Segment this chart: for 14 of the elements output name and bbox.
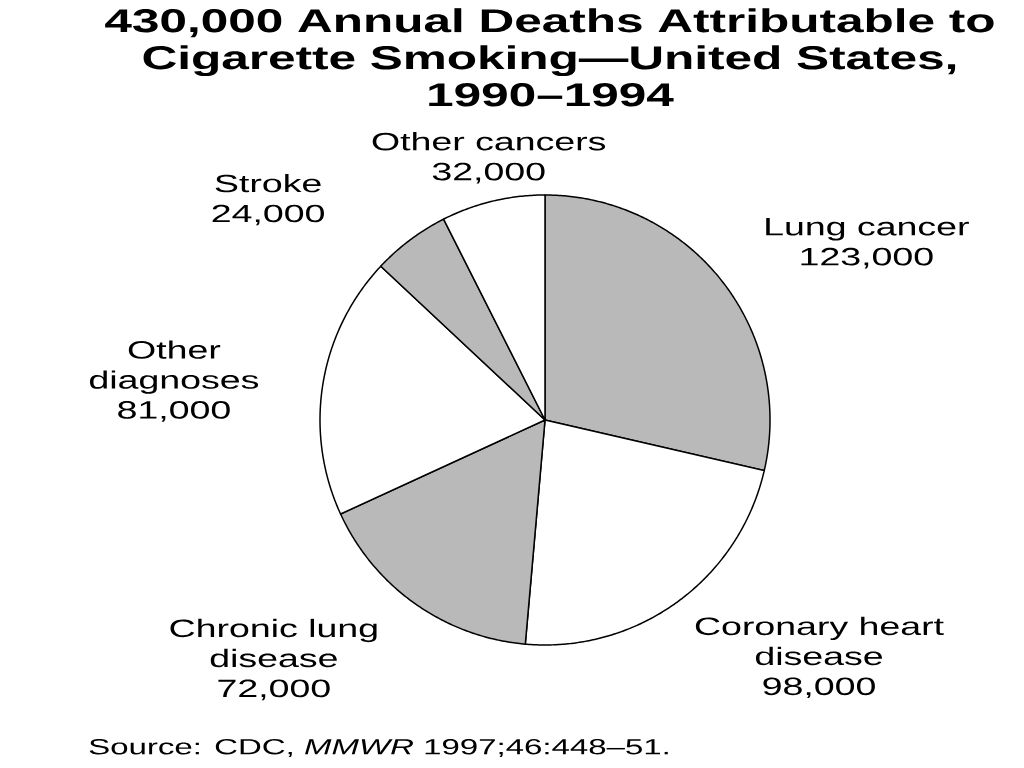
source-note: Source: CDC, MMWR 1997;46:448–51. (89, 738, 668, 758)
data-label: 24,000 (212, 204, 324, 226)
slice-label: Chronic lung disease (170, 618, 377, 668)
data-label: 81,000 (118, 401, 230, 422)
slice-label: Coronary heart disease (695, 616, 944, 666)
data-label: 32,000 (432, 162, 545, 184)
chart-title: 430,000 Annual Deaths Attributable to Cigarette Smoking—United States, 1990–1994 (105, 8, 994, 107)
slice-label: Other diagnoses (90, 340, 259, 394)
slice-label: Other cancers (372, 132, 606, 151)
data-label: 98,000 (763, 677, 875, 699)
slice-label: Lung cancer (766, 218, 969, 241)
data-label: 72,000 (218, 679, 330, 701)
slice-label: Stroke (215, 173, 321, 193)
data-label: 123,000 (801, 247, 933, 269)
